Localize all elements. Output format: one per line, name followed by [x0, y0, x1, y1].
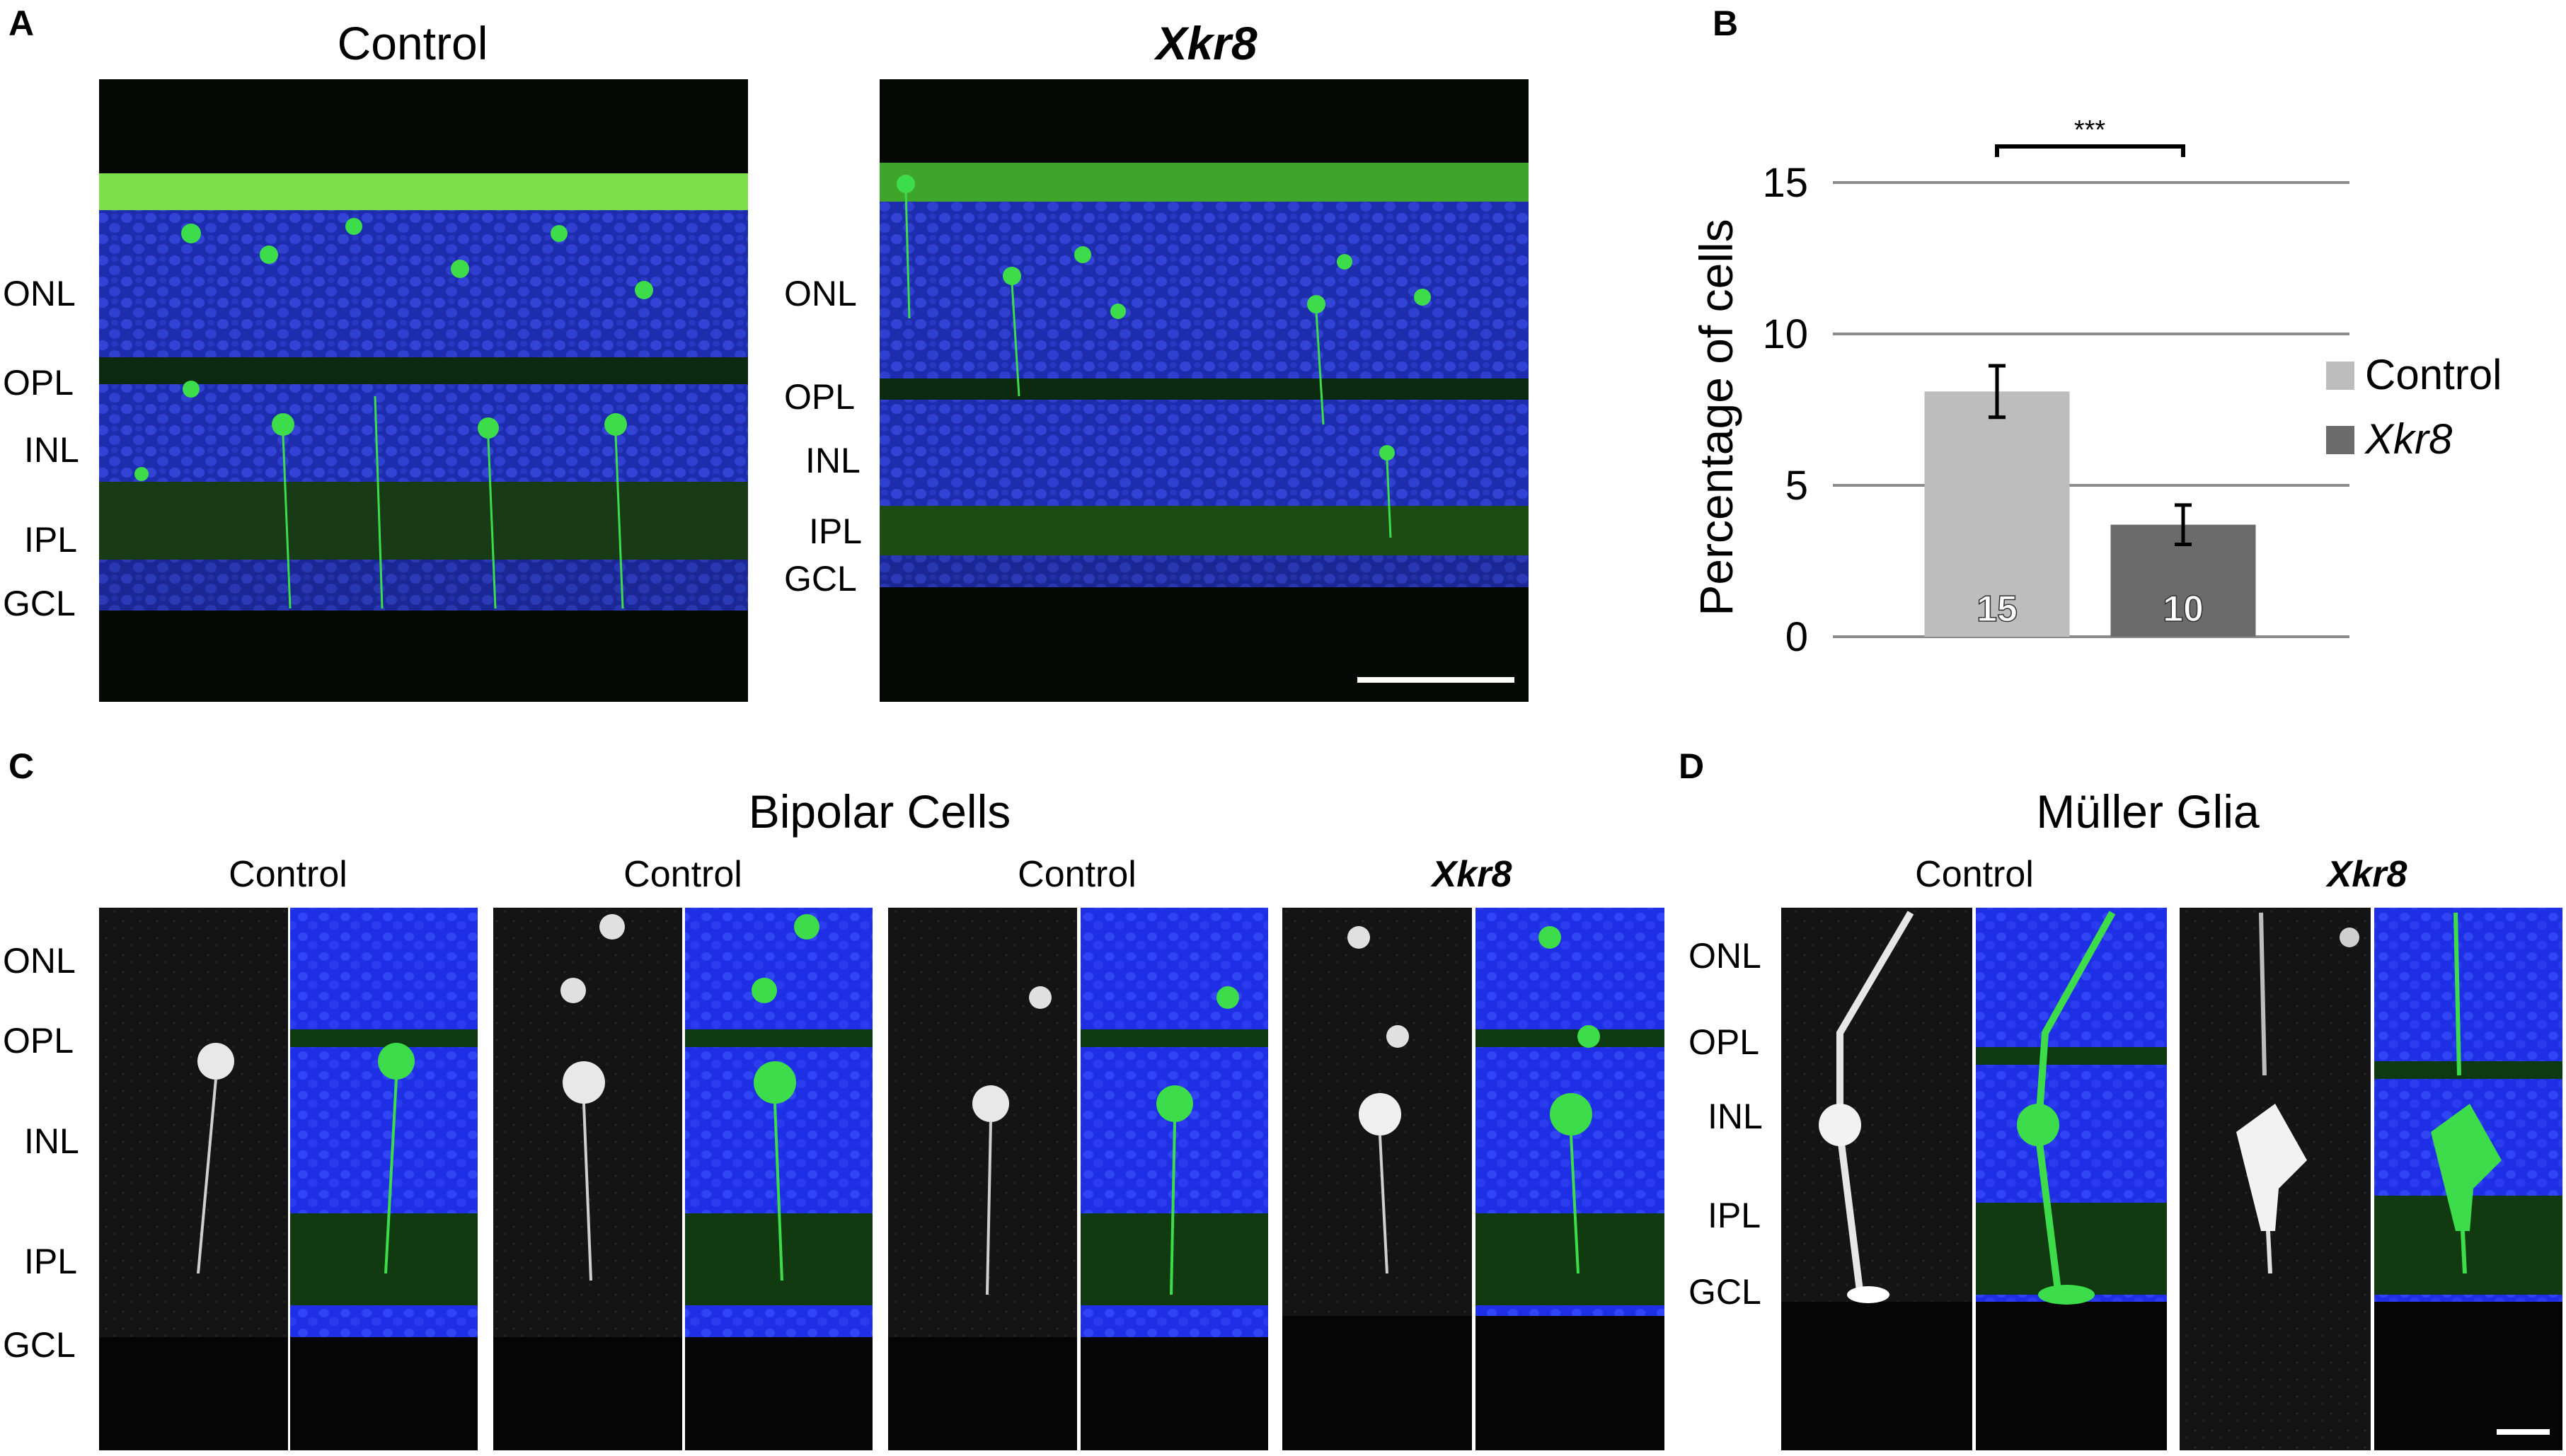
panel-a-right-layer-labels: ONL OPL INL IPL GCL	[784, 274, 862, 599]
bar-count-label-control: 15	[1977, 589, 2018, 630]
micrograph-c-control-3-merge	[1081, 908, 1268, 1450]
y-tick-label-0: 0	[1785, 614, 1808, 660]
bar-control	[1924, 391, 2070, 637]
micrograph-a-xkr8	[880, 79, 1529, 702]
scale-bar-a	[1357, 677, 1514, 683]
micrograph-c-control-1-grey	[99, 908, 288, 1450]
layer-label: INL	[1708, 1097, 1763, 1136]
panel-d-layer-labels: ONL OPL INL IPL GCL	[1688, 936, 1763, 1312]
layer-label: IPL	[1708, 1196, 1761, 1235]
column-title: Control	[1018, 854, 1137, 895]
panel-d-letter: D	[1679, 746, 1704, 786]
micrograph-d-xkr8-grey	[2180, 908, 2371, 1450]
layer-label: GCL	[3, 584, 76, 623]
significance-bracket: ***	[1995, 115, 2185, 157]
column-title: Xkr8	[1430, 854, 1512, 895]
micrograph-c-xkr8-grey	[1282, 908, 1472, 1450]
layer-label: INL	[805, 441, 861, 480]
error-bar-xkr8	[2175, 503, 2192, 546]
panel-b-letter: B	[1713, 4, 1738, 43]
panel-a-left-title: Control	[338, 17, 488, 69]
layer-label: GCL	[1688, 1272, 1761, 1312]
legend-label-control: Control	[2365, 351, 2502, 398]
panel-a: A Control Xkr8	[3, 4, 1529, 702]
panel-a-right-title: Xkr8	[1153, 17, 1257, 69]
layer-label: INL	[24, 1121, 79, 1161]
micrograph-d-xkr8-merge	[2374, 908, 2562, 1450]
column-title: Control	[1915, 854, 2034, 895]
layer-label: ONL	[3, 941, 76, 981]
legend: Control Xkr8	[2326, 351, 2502, 463]
legend-swatch-control	[2326, 362, 2354, 390]
micrograph-c-xkr8-merge	[1475, 908, 1664, 1450]
layer-label: IPL	[24, 520, 77, 560]
bars	[1924, 391, 2256, 637]
scale-bar-d	[2497, 1429, 2550, 1435]
micrograph-c-control-1-merge	[290, 908, 478, 1450]
panel-c-layer-labels: ONL OPL INL IPL GCL	[3, 941, 79, 1365]
panel-d: D Müller Glia Control Xkr8 ONL OPL INL I…	[1679, 746, 2562, 1450]
legend-swatch-xkr8	[2326, 426, 2354, 454]
layer-label: GCL	[784, 559, 857, 599]
bar-count-label-xkr8: 10	[2163, 589, 2204, 630]
y-tick-label-1: 5	[1785, 463, 1808, 509]
layer-label: OPL	[784, 377, 855, 417]
layer-label: ONL	[784, 274, 857, 313]
layer-label: ONL	[3, 274, 76, 313]
layer-label: GCL	[3, 1325, 76, 1365]
column-title: Control	[229, 854, 347, 895]
error-bar-control	[1989, 364, 2006, 420]
layer-label: IPL	[809, 512, 862, 551]
y-tick-label-2: 10	[1762, 311, 1808, 357]
micrograph-c-control-2-merge	[685, 908, 873, 1450]
panel-c: C Bipolar Cells Control Control Control …	[3, 746, 1664, 1450]
micrograph-a-control	[99, 79, 748, 702]
panel-a-letter: A	[8, 4, 34, 43]
panel-c-title: Bipolar Cells	[749, 785, 1011, 838]
column-title: Xkr8	[2325, 854, 2407, 895]
layer-label: OPL	[1688, 1022, 1759, 1062]
column-title: Control	[623, 854, 742, 895]
micrograph-d-control-merge	[1976, 908, 2167, 1450]
panel-d-title: Müller Glia	[2036, 785, 2260, 838]
gridlines	[1833, 181, 2349, 638]
y-tick-labels: 0 5 10 15	[1762, 160, 1808, 660]
significance-label: ***	[2074, 115, 2106, 145]
error-bars	[1989, 364, 2192, 546]
y-axis-label: Percentage of cells	[1690, 219, 1742, 616]
panel-c-letter: C	[8, 746, 34, 786]
micrograph-c-control-2-grey	[493, 908, 682, 1450]
panel-a-left-layer-labels: ONL OPL INL IPL GCL	[3, 274, 79, 623]
micrograph-d-control-grey	[1781, 908, 1972, 1450]
layer-label: OPL	[3, 363, 74, 403]
layer-label: OPL	[3, 1021, 74, 1061]
layer-label: INL	[24, 430, 79, 470]
layer-label: IPL	[24, 1242, 77, 1281]
micrograph-c-control-3-grey	[888, 908, 1077, 1450]
layer-label: ONL	[1688, 936, 1761, 976]
bar-count-labels: 15 10	[1976, 588, 2204, 630]
y-tick-label-3: 15	[1762, 160, 1808, 206]
legend-label-xkr8: Xkr8	[2364, 415, 2453, 463]
